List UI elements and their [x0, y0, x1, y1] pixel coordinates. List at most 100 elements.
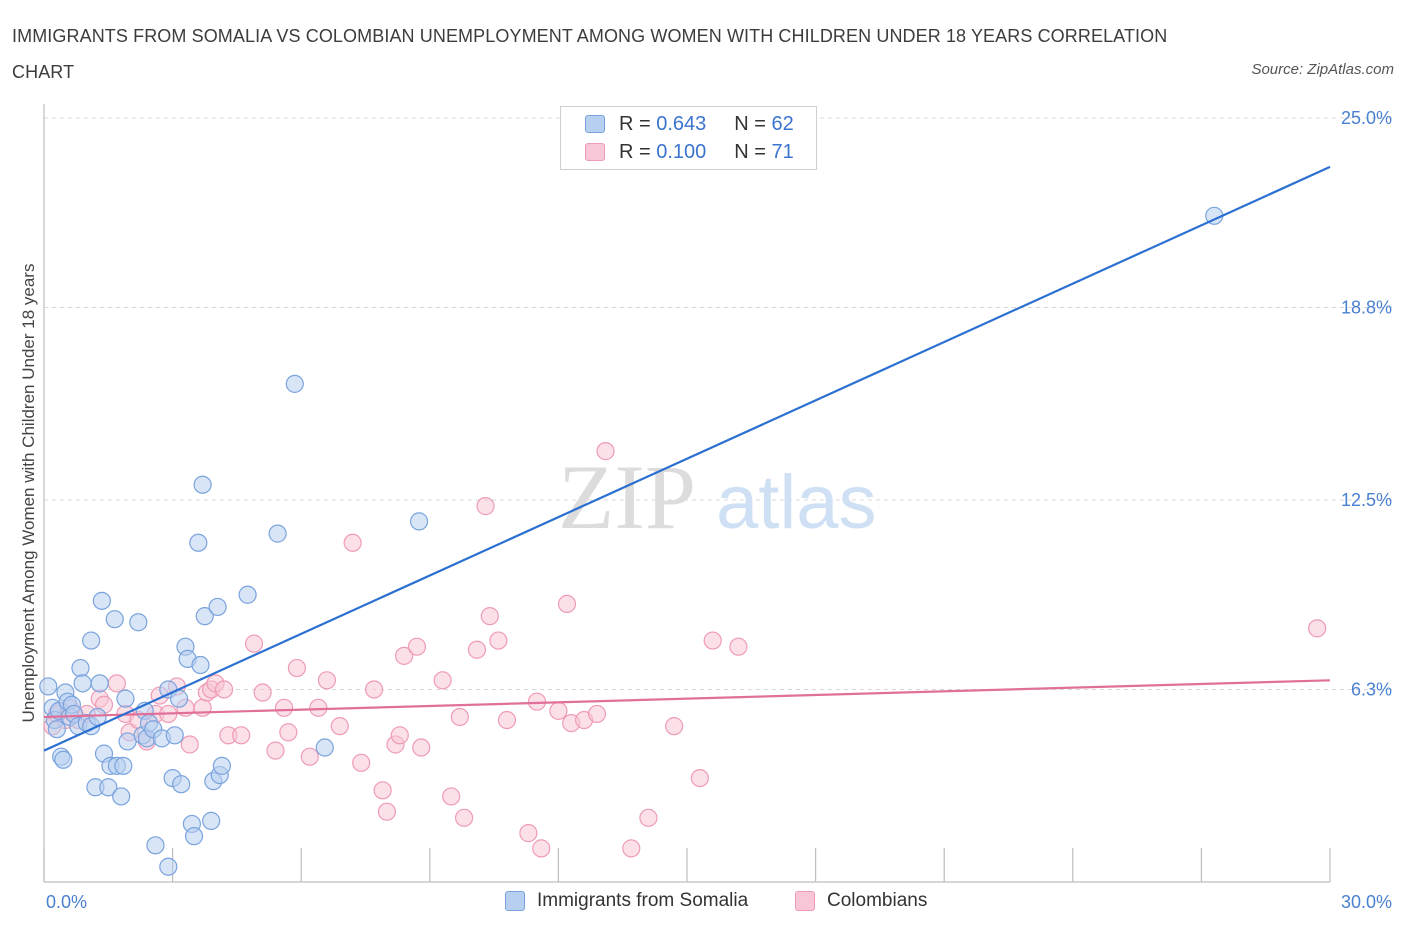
series-swatch-colombians: [795, 891, 815, 911]
watermark-zip: ZIP: [558, 446, 696, 548]
colombians-point: [390, 726, 409, 745]
colombians-point: [266, 741, 285, 760]
somalia-point: [212, 756, 231, 775]
somalia-point: [172, 775, 191, 794]
colombians-point: [557, 594, 577, 614]
colombians-point: [407, 637, 427, 656]
somalia-point: [47, 720, 66, 739]
somalia-point: [71, 658, 90, 678]
series-legend: Immigrants from Somalia Colombians: [0, 888, 1406, 916]
legend-r-label: R =: [619, 140, 657, 163]
x-tick-label: 0.0%: [46, 892, 87, 912]
colombians-point: [377, 802, 397, 821]
somalia-point: [195, 607, 214, 626]
colombians-point: [549, 701, 568, 720]
colombians-point: [214, 680, 234, 699]
colombians-point: [309, 698, 328, 717]
colombians-point: [394, 646, 414, 665]
somalia-point: [159, 857, 178, 876]
somalia-point: [39, 677, 58, 696]
colombians-point: [497, 710, 517, 730]
colombians-point: [193, 698, 212, 717]
colombians-point: [373, 781, 392, 800]
somalia-point: [409, 512, 429, 531]
legend-n-value: 62: [771, 112, 794, 135]
x-tick-label: 30.0%: [1341, 892, 1392, 912]
legend-n-value: 71: [771, 140, 794, 163]
y-axis-label: Unemployment Among Women with Children U…: [19, 264, 38, 723]
colombians-point: [330, 717, 349, 736]
somalia-point: [238, 585, 257, 604]
y-tick-label: 12.5%: [1341, 490, 1392, 510]
colombians-point: [519, 824, 538, 843]
y-tick-label: 25.0%: [1341, 108, 1392, 128]
somalia-point: [193, 475, 212, 494]
colombians-point: [1308, 619, 1327, 638]
series-legend-label: Immigrants from Somalia: [537, 890, 749, 911]
somalia-point: [268, 524, 287, 543]
colombians-point: [639, 808, 658, 827]
colombians-point: [596, 442, 615, 461]
watermark: ZIP atlas: [558, 446, 877, 548]
somalia-point: [165, 726, 184, 745]
somalia-point: [54, 750, 73, 769]
colombians-trend-line: [43, 679, 1331, 719]
somalia-point: [129, 613, 148, 632]
y-tick-label: 18.8%: [1341, 297, 1392, 317]
series-swatch-somalia: [505, 891, 525, 911]
somalia-point: [191, 655, 210, 675]
tick-labels: 6.3% 12.5% 18.8% 25.0% 0.0% 30.0%: [46, 108, 1392, 912]
colombians-point: [274, 698, 294, 717]
trend-lines: [43, 165, 1331, 752]
legend-row-somalia: R = 0.643 N = 62: [585, 110, 794, 138]
somalia-point: [92, 591, 111, 610]
somalia-point: [105, 610, 124, 629]
colombians-point: [244, 634, 264, 653]
somalia-point: [285, 374, 304, 393]
somalia-trend-line: [43, 165, 1331, 752]
colombians-point: [232, 726, 251, 745]
colombians-point: [622, 839, 641, 858]
y-tick-label: 6.3%: [1351, 679, 1392, 699]
colombians-point: [450, 707, 469, 727]
colombians-point: [364, 680, 384, 699]
colombians-point: [412, 738, 431, 757]
somalia-point: [90, 674, 109, 693]
series-legend-label: Colombians: [827, 890, 928, 911]
colombians-point: [180, 735, 199, 754]
somalia-point: [315, 738, 334, 757]
legend-r-label: R =: [619, 112, 657, 135]
somalia-point: [114, 756, 133, 775]
colombians-point: [433, 671, 452, 690]
colombians-point: [690, 768, 709, 788]
legend-n-label: N =: [734, 112, 772, 135]
colombians-point: [287, 658, 307, 678]
legend-swatch-colombians: [585, 143, 605, 161]
colombians-point: [587, 704, 607, 724]
source-label: Source: ZipAtlas.com: [1251, 61, 1394, 78]
colombians-point: [107, 674, 126, 693]
legend-row-colombians: R = 0.100 N = 71: [585, 138, 794, 166]
legend-n-label: N =: [734, 140, 772, 163]
somalia-point: [112, 787, 131, 806]
colombians-point: [279, 723, 298, 742]
chart-title: IMMIGRANTS FROM SOMALIA VS COLOMBIAN UNE…: [12, 26, 1168, 82]
colombians-point: [253, 683, 272, 702]
legend-swatch-somalia: [585, 115, 605, 133]
somalia-point: [82, 631, 101, 650]
colombians-point: [480, 607, 499, 626]
colombians-point: [442, 787, 461, 806]
somalia-point: [116, 689, 135, 708]
legend-r-value: 0.643: [656, 112, 707, 135]
series-legend-item-somalia: Immigrants from Somalia: [505, 890, 748, 912]
somalia-point: [208, 597, 227, 617]
colombians-point: [352, 753, 371, 772]
colombians-point: [532, 839, 551, 858]
somalia-point: [189, 533, 208, 552]
colombians-point: [300, 747, 319, 766]
somalia-point: [146, 836, 165, 855]
axes-layer: [43, 104, 1331, 883]
watermark-atlas: atlas: [716, 460, 877, 545]
colombians-point: [665, 717, 684, 736]
